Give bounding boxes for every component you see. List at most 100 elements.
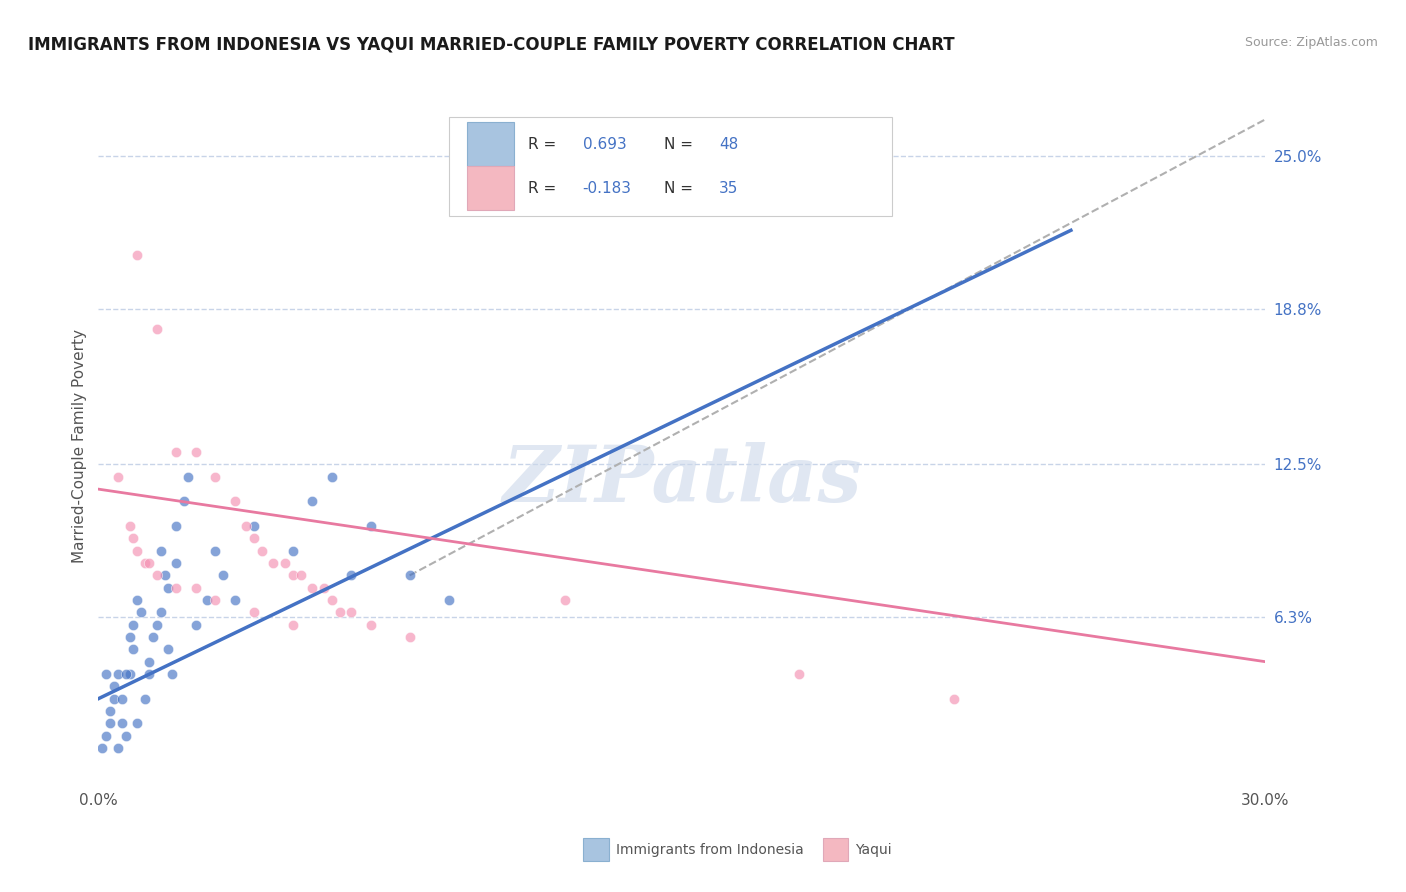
Point bbox=[134, 556, 156, 570]
Point bbox=[111, 716, 134, 731]
Text: R =: R = bbox=[527, 181, 561, 196]
Point bbox=[212, 568, 235, 582]
Point bbox=[437, 593, 460, 607]
Point bbox=[360, 617, 382, 632]
Point bbox=[165, 581, 187, 595]
Text: ZIPatlas: ZIPatlas bbox=[502, 442, 862, 518]
Point bbox=[262, 556, 284, 570]
Text: 48: 48 bbox=[720, 136, 738, 152]
Point bbox=[146, 617, 169, 632]
Point bbox=[107, 470, 129, 484]
Point bbox=[165, 556, 187, 570]
Text: -0.183: -0.183 bbox=[582, 181, 631, 196]
Point bbox=[127, 716, 149, 731]
Text: N =: N = bbox=[665, 181, 699, 196]
Point bbox=[118, 519, 141, 533]
FancyBboxPatch shape bbox=[449, 117, 891, 216]
Point bbox=[107, 741, 129, 756]
Point bbox=[235, 519, 257, 533]
Point bbox=[129, 606, 152, 620]
Point bbox=[142, 630, 165, 644]
Point bbox=[149, 543, 172, 558]
Point bbox=[243, 519, 266, 533]
Y-axis label: Married-Couple Family Poverty: Married-Couple Family Poverty bbox=[72, 329, 87, 563]
Point bbox=[153, 568, 176, 582]
Point bbox=[107, 667, 129, 681]
Point bbox=[96, 729, 118, 743]
Point bbox=[250, 543, 273, 558]
Point bbox=[321, 593, 343, 607]
Point bbox=[118, 630, 141, 644]
Point bbox=[184, 617, 207, 632]
Point bbox=[157, 581, 180, 595]
Point bbox=[224, 593, 246, 607]
Point bbox=[281, 543, 304, 558]
Point bbox=[184, 445, 207, 459]
Point bbox=[301, 581, 323, 595]
Point bbox=[340, 568, 363, 582]
Point bbox=[184, 581, 207, 595]
Point bbox=[146, 322, 169, 336]
Bar bbox=[467, 166, 513, 211]
Point bbox=[195, 593, 218, 607]
Point bbox=[138, 655, 160, 669]
Point bbox=[149, 606, 172, 620]
Text: 35: 35 bbox=[720, 181, 738, 196]
Text: Source: ZipAtlas.com: Source: ZipAtlas.com bbox=[1244, 36, 1378, 49]
Point bbox=[98, 704, 121, 718]
Point bbox=[103, 679, 125, 693]
Point bbox=[943, 691, 966, 706]
Point bbox=[554, 593, 576, 607]
Point bbox=[118, 667, 141, 681]
Point bbox=[301, 494, 323, 508]
Point bbox=[114, 667, 136, 681]
Point bbox=[165, 445, 187, 459]
Point bbox=[127, 593, 149, 607]
Point bbox=[173, 494, 195, 508]
Point bbox=[243, 532, 266, 546]
Point bbox=[98, 716, 121, 731]
Point bbox=[138, 556, 160, 570]
Point bbox=[281, 568, 304, 582]
Text: Immigrants from Indonesia: Immigrants from Indonesia bbox=[616, 843, 804, 857]
Point bbox=[329, 606, 352, 620]
Text: 0.693: 0.693 bbox=[582, 136, 627, 152]
Point bbox=[96, 667, 118, 681]
Point bbox=[321, 470, 343, 484]
Point bbox=[340, 606, 363, 620]
Point bbox=[290, 568, 312, 582]
Point bbox=[360, 519, 382, 533]
Point bbox=[138, 667, 160, 681]
Text: IMMIGRANTS FROM INDONESIA VS YAQUI MARRIED-COUPLE FAMILY POVERTY CORRELATION CHA: IMMIGRANTS FROM INDONESIA VS YAQUI MARRI… bbox=[28, 36, 955, 54]
Point bbox=[134, 691, 156, 706]
Point bbox=[162, 667, 184, 681]
Point bbox=[127, 543, 149, 558]
Point bbox=[122, 642, 145, 657]
Point bbox=[91, 741, 114, 756]
Point bbox=[114, 729, 136, 743]
Point bbox=[398, 630, 420, 644]
Point bbox=[243, 606, 266, 620]
Point bbox=[177, 470, 200, 484]
Text: R =: R = bbox=[527, 136, 561, 152]
Text: N =: N = bbox=[665, 136, 699, 152]
Point bbox=[146, 568, 169, 582]
Point bbox=[224, 494, 246, 508]
Point bbox=[787, 667, 810, 681]
Point bbox=[312, 581, 335, 595]
Point bbox=[281, 617, 304, 632]
Bar bbox=[467, 122, 513, 166]
Point bbox=[157, 642, 180, 657]
Point bbox=[204, 593, 226, 607]
Point bbox=[103, 691, 125, 706]
Point bbox=[204, 543, 226, 558]
Point bbox=[165, 519, 187, 533]
Text: Yaqui: Yaqui bbox=[855, 843, 891, 857]
Point bbox=[274, 556, 297, 570]
Point bbox=[122, 617, 145, 632]
Point bbox=[398, 568, 420, 582]
Point bbox=[204, 470, 226, 484]
Point bbox=[127, 248, 149, 262]
Point bbox=[111, 691, 134, 706]
Point bbox=[122, 532, 145, 546]
